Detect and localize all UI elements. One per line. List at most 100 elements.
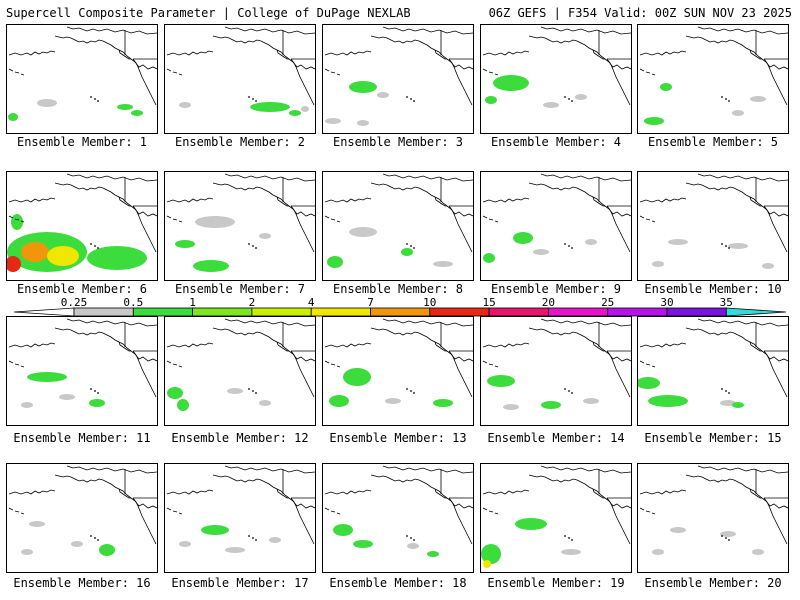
- hawaii-island: [721, 243, 723, 245]
- colorbar-segment: [370, 307, 431, 317]
- coastline-outline: [540, 173, 631, 182]
- scp-shading-gray: [29, 521, 45, 527]
- hawaii-island: [725, 245, 727, 247]
- coastline-outline: [8, 50, 56, 56]
- colorbar-tick-label: 30: [660, 296, 673, 309]
- scp-shading-green: [481, 544, 501, 564]
- scp-shading-gray: [668, 239, 688, 245]
- hawaii-island: [97, 247, 99, 249]
- coastline-outline: [54, 35, 157, 70]
- scp-shading-gray: [377, 92, 389, 98]
- coastline-outline: [763, 497, 788, 545]
- coastline-outline: [370, 327, 473, 362]
- coastline-outline: [639, 197, 687, 203]
- hawaii-island: [410, 537, 412, 539]
- scp-shading-orange: [21, 242, 49, 262]
- scp-shading-gray: [585, 239, 597, 245]
- ensemble-member-map-11: [6, 316, 158, 426]
- scp-shading-green: [493, 75, 529, 91]
- member-map-svg: [481, 465, 631, 568]
- hawaii-island: [90, 535, 92, 537]
- coastline-outline: [639, 360, 656, 368]
- coastline-outline: [290, 205, 315, 253]
- scp-shading-gray: [543, 102, 559, 108]
- coastline-outline: [324, 360, 341, 368]
- colorbar-legend: 0.25 0.5 1 2 4 7 10 15 20 25 30 35: [0, 295, 800, 320]
- hawaii-island: [252, 245, 254, 247]
- hawaii-island: [248, 535, 250, 537]
- coastline-outline: [639, 489, 687, 495]
- ensemble-member-map-10: [637, 171, 789, 281]
- scp-shading-gray: [71, 541, 83, 547]
- colorbar-tick-label: 4: [308, 296, 315, 309]
- colorbar-tick-label: 2: [249, 296, 256, 309]
- hawaii-island: [252, 390, 254, 392]
- coastline-outline: [606, 497, 631, 545]
- scp-shading-green: [541, 401, 561, 409]
- coastline-outline: [324, 50, 372, 56]
- ensemble-member-map-2: [164, 24, 316, 134]
- coastline-outline: [324, 68, 341, 76]
- scp-shading-green: [485, 96, 497, 104]
- coastline-outline: [66, 318, 157, 327]
- hawaii-island: [90, 388, 92, 390]
- coastline-outline: [434, 488, 447, 499]
- coastline-outline: [749, 341, 762, 352]
- coastline-outline: [685, 35, 788, 70]
- hawaii-island: [406, 243, 408, 245]
- hawaii-island: [568, 537, 570, 539]
- scp-shading-green: [131, 110, 143, 116]
- ensemble-member-label: Ensemble Member: 17: [171, 576, 309, 590]
- member-map-svg: [324, 318, 473, 407]
- coastline-outline: [8, 197, 56, 203]
- coastline-outline: [370, 474, 473, 509]
- coastline-outline: [224, 465, 315, 474]
- hawaii-island: [94, 537, 96, 539]
- scp-shading-green: [427, 551, 439, 557]
- member-map-svg: [324, 465, 473, 557]
- scp-shading-green: [8, 113, 18, 121]
- member-map-svg: [324, 173, 473, 268]
- scp-shading-gray: [652, 549, 664, 555]
- ensemble-member-label: Ensemble Member: 20: [644, 576, 782, 590]
- coastline-outline: [212, 182, 315, 217]
- coastline-outline: [639, 342, 687, 348]
- hawaii-island: [413, 247, 415, 249]
- hawaii-island: [721, 388, 723, 390]
- ensemble-member-label: Ensemble Member: 18: [329, 576, 467, 590]
- coastline-outline: [763, 350, 788, 398]
- ensemble-member-label: Ensemble Member: 11: [13, 431, 151, 445]
- ensemble-member-map-8: [322, 171, 474, 281]
- scp-shading-gray: [670, 527, 686, 533]
- hawaii-island: [410, 390, 412, 392]
- scp-shading-gray: [59, 394, 75, 400]
- scp-shading-green: [513, 232, 533, 244]
- coastline-outline: [8, 342, 56, 348]
- coastline-outline: [448, 205, 473, 253]
- scp-shading-gray: [652, 261, 664, 267]
- colorbar-tick-label: 0.5: [123, 296, 143, 309]
- coastline-outline: [8, 507, 25, 515]
- coastline-outline: [528, 35, 631, 70]
- coastline-outline: [606, 350, 631, 398]
- coastline-outline: [8, 215, 25, 223]
- member-map-svg: [166, 26, 315, 116]
- scp-shading-green: [167, 387, 183, 399]
- hawaii-island: [248, 388, 250, 390]
- scp-shading-green: [87, 246, 147, 270]
- hawaii-island: [410, 245, 412, 247]
- coastline-outline: [697, 465, 788, 474]
- colorbar-segment: [607, 307, 668, 317]
- coastline-outline: [8, 489, 56, 495]
- scp-shading-green: [644, 117, 664, 125]
- hawaii-island: [725, 390, 727, 392]
- coastline-outline: [482, 197, 530, 203]
- coastline-outline: [540, 318, 631, 327]
- ensemble-member-map-9: [480, 171, 632, 281]
- ensemble-member-label: Ensemble Member: 9: [490, 282, 622, 296]
- hawaii-island: [571, 392, 573, 394]
- coastline-outline: [482, 50, 530, 56]
- coastline-outline: [482, 215, 499, 223]
- scp-shading-gray: [21, 402, 33, 408]
- scp-shading-gray: [750, 96, 766, 102]
